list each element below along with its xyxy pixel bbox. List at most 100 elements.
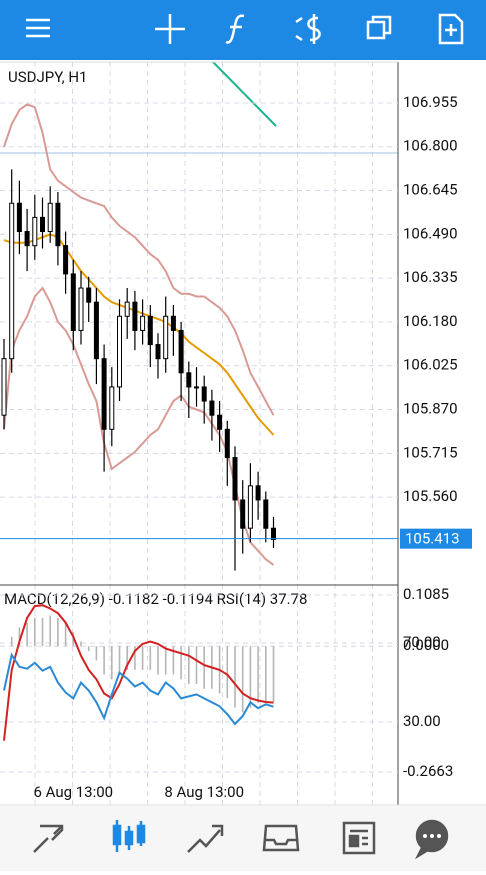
histogram-bar: [249, 646, 252, 708]
toolbar-icons: [26, 13, 464, 45]
y-tick-label: 70.00: [403, 633, 441, 651]
last-price-box: [400, 528, 472, 549]
histogram-bar: [41, 617, 44, 647]
candle-body: [63, 245, 69, 275]
histogram-bar: [87, 646, 90, 651]
histogram-bar: [80, 641, 82, 647]
symbol-title: USDJPY, H1: [8, 68, 87, 86]
candle-body: [247, 485, 253, 529]
histogram-bar: [257, 646, 259, 703]
candle-body: [201, 386, 207, 402]
indicators-button[interactable]: [225, 14, 245, 44]
histogram-bar: [195, 646, 198, 685]
indicator-line: [3, 604, 274, 741]
histogram-bar: [180, 646, 182, 680]
y-tick-label: 105.870: [403, 400, 458, 418]
histogram-bar: [103, 646, 105, 675]
histogram-bar: [118, 646, 121, 675]
candle-body: [109, 386, 115, 430]
candle-body: [255, 485, 261, 501]
history-tab[interactable]: [262, 824, 300, 852]
candle-body: [117, 315, 122, 388]
candle-body: [24, 231, 30, 247]
indicator-title: MACD(12,26,9) -0.1182 -0.1194 RSI(14) 37…: [4, 590, 307, 608]
candle-body: [170, 315, 176, 331]
candle-body: [78, 287, 84, 331]
histogram-bar: [172, 646, 175, 675]
x-tick-label: 8 Aug 13:00: [164, 783, 244, 801]
histogram-bar: [164, 646, 167, 675]
histogram-bar: [226, 646, 229, 699]
histogram-bar: [26, 622, 28, 647]
histogram-bar: [34, 617, 36, 647]
y-tick-label: 106.645: [403, 181, 458, 199]
candle-body: [70, 273, 76, 331]
candle-body: [271, 527, 276, 541]
y-tick-label: 105.560: [403, 487, 458, 505]
trade-tab[interactable]: [187, 824, 224, 853]
histogram-bar: [188, 646, 190, 685]
crosshair-button[interactable]: [155, 14, 185, 44]
indicator-line: [3, 286, 275, 566]
y-tick-label: 0.1085: [403, 585, 449, 603]
windows-button[interactable]: [366, 15, 392, 40]
candle-body: [93, 301, 99, 360]
y-tick-label: 30.00: [403, 712, 441, 730]
candle-body: [224, 428, 230, 459]
top-bar: [0, 0, 486, 60]
quotes-tab[interactable]: [33, 824, 64, 853]
new-order-button[interactable]: [438, 13, 464, 45]
histogram-bar: [95, 646, 98, 661]
y-tick-label: 0.0000: [403, 636, 449, 654]
histogram-bar: [64, 622, 67, 647]
histogram-bar: [234, 646, 236, 708]
y-tick-label: 106.800: [403, 137, 458, 155]
candle-body: [155, 344, 161, 360]
candle-body: [186, 372, 192, 388]
histogram-bar: [126, 646, 128, 670]
y-tick-label: 106.025: [403, 356, 458, 374]
candle-body: [140, 315, 146, 331]
vertical-grid: [34, 62, 373, 805]
candle-body: [101, 358, 107, 430]
candle-body: [86, 287, 92, 303]
news-tab[interactable]: [342, 821, 376, 855]
trend-line: [212, 61, 277, 127]
y-tick-label: 105.715: [403, 443, 458, 461]
y-tick-label: 106.490: [403, 224, 458, 242]
indicator-line: [3, 233, 275, 436]
histogram-bar: [141, 646, 144, 670]
candle-body: [1, 358, 7, 416]
candle-body: [163, 315, 169, 360]
nav-icons: [33, 819, 449, 860]
candle-body: [124, 301, 130, 317]
y-tick-label: 106.180: [403, 312, 458, 330]
histogram-bar: [241, 646, 244, 713]
histogram-bar: [134, 646, 136, 670]
y-tick-label: 106.335: [403, 268, 458, 286]
candle-body: [147, 315, 153, 346]
histogram-bar: [57, 617, 59, 647]
candle-body: [194, 386, 199, 389]
candle-body: [217, 414, 223, 430]
histogram-bar: [49, 615, 51, 647]
candle-body: [32, 216, 38, 247]
candle-body: [232, 457, 238, 501]
candle-body: [16, 202, 22, 233]
menu-button[interactable]: [26, 18, 50, 38]
x-tick-label: 6 Aug 13:00: [33, 783, 113, 801]
chat-tab[interactable]: [414, 819, 449, 860]
histogram-bar: [18, 627, 21, 647]
y-tick-label: 106.955: [403, 93, 458, 111]
histogram-bar: [10, 636, 13, 647]
trade-button[interactable]: [295, 14, 321, 44]
candle-body: [132, 301, 138, 331]
chart-tab[interactable]: [112, 820, 146, 852]
indicator-line: [3, 103, 275, 416]
candle-body: [40, 216, 45, 233]
candle-body: [47, 202, 53, 233]
candle-body: [240, 499, 246, 529]
indicator-line: [3, 652, 274, 726]
